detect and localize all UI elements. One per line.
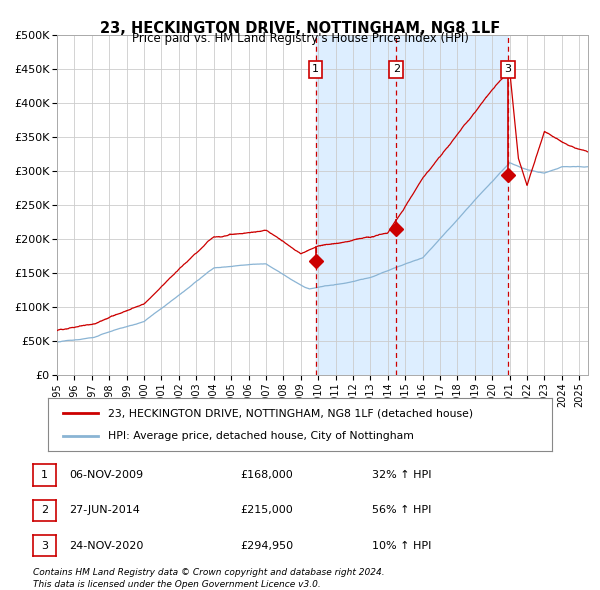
Text: £294,950: £294,950 xyxy=(240,541,293,550)
Bar xyxy=(316,35,508,375)
Text: £168,000: £168,000 xyxy=(240,470,293,480)
Text: 1: 1 xyxy=(312,64,319,74)
Text: 06-NOV-2009: 06-NOV-2009 xyxy=(69,470,143,480)
Text: 32% ↑ HPI: 32% ↑ HPI xyxy=(372,470,431,480)
Text: 56% ↑ HPI: 56% ↑ HPI xyxy=(372,506,431,515)
Text: 27-JUN-2014: 27-JUN-2014 xyxy=(69,506,140,515)
Text: 10% ↑ HPI: 10% ↑ HPI xyxy=(372,541,431,550)
Text: 23, HECKINGTON DRIVE, NOTTINGHAM, NG8 1LF: 23, HECKINGTON DRIVE, NOTTINGHAM, NG8 1L… xyxy=(100,21,500,35)
Text: 3: 3 xyxy=(41,541,48,550)
Text: 3: 3 xyxy=(505,64,511,74)
Text: This data is licensed under the Open Government Licence v3.0.: This data is licensed under the Open Gov… xyxy=(33,579,321,589)
Text: Price paid vs. HM Land Registry's House Price Index (HPI): Price paid vs. HM Land Registry's House … xyxy=(131,32,469,45)
Text: 1: 1 xyxy=(41,470,48,480)
Text: 24-NOV-2020: 24-NOV-2020 xyxy=(69,541,143,550)
Text: £215,000: £215,000 xyxy=(240,506,293,515)
Text: 23, HECKINGTON DRIVE, NOTTINGHAM, NG8 1LF (detached house): 23, HECKINGTON DRIVE, NOTTINGHAM, NG8 1L… xyxy=(109,408,473,418)
Text: HPI: Average price, detached house, City of Nottingham: HPI: Average price, detached house, City… xyxy=(109,431,415,441)
Text: Contains HM Land Registry data © Crown copyright and database right 2024.: Contains HM Land Registry data © Crown c… xyxy=(33,568,385,577)
Text: 2: 2 xyxy=(41,506,48,515)
Text: 2: 2 xyxy=(393,64,400,74)
